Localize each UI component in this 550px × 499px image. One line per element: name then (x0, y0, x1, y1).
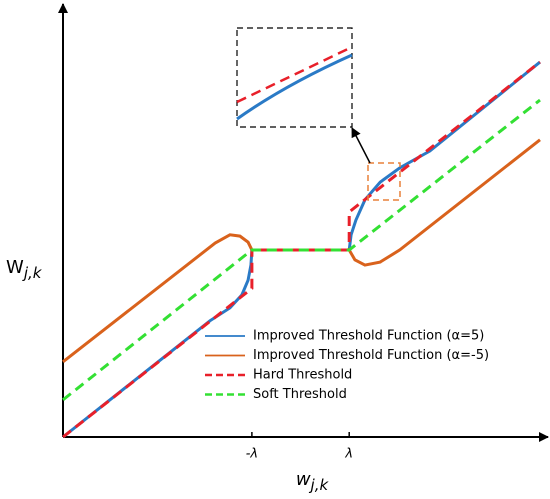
plot-area (62, 60, 541, 439)
legend-label: Improved Threshold Function (α=5) (253, 329, 484, 344)
inset-improved-line (236, 53, 353, 121)
zoom-arrow (351, 127, 371, 164)
series-line (62, 98, 541, 402)
legend-label: Hard Threshold (253, 368, 352, 383)
legend-label: Improved Threshold Function (α=-5) (253, 348, 489, 363)
x-tick-label: -λ (246, 447, 258, 462)
zoom-region (367, 162, 401, 201)
inset-hard-line (236, 45, 353, 104)
zoom-inset (236, 27, 353, 128)
x-tick-label: λ (344, 447, 353, 462)
legend-label: Soft Threshold (253, 387, 347, 402)
x-axis-label: wj,k (296, 469, 330, 494)
y-axis-label: Wj,k (6, 257, 43, 282)
